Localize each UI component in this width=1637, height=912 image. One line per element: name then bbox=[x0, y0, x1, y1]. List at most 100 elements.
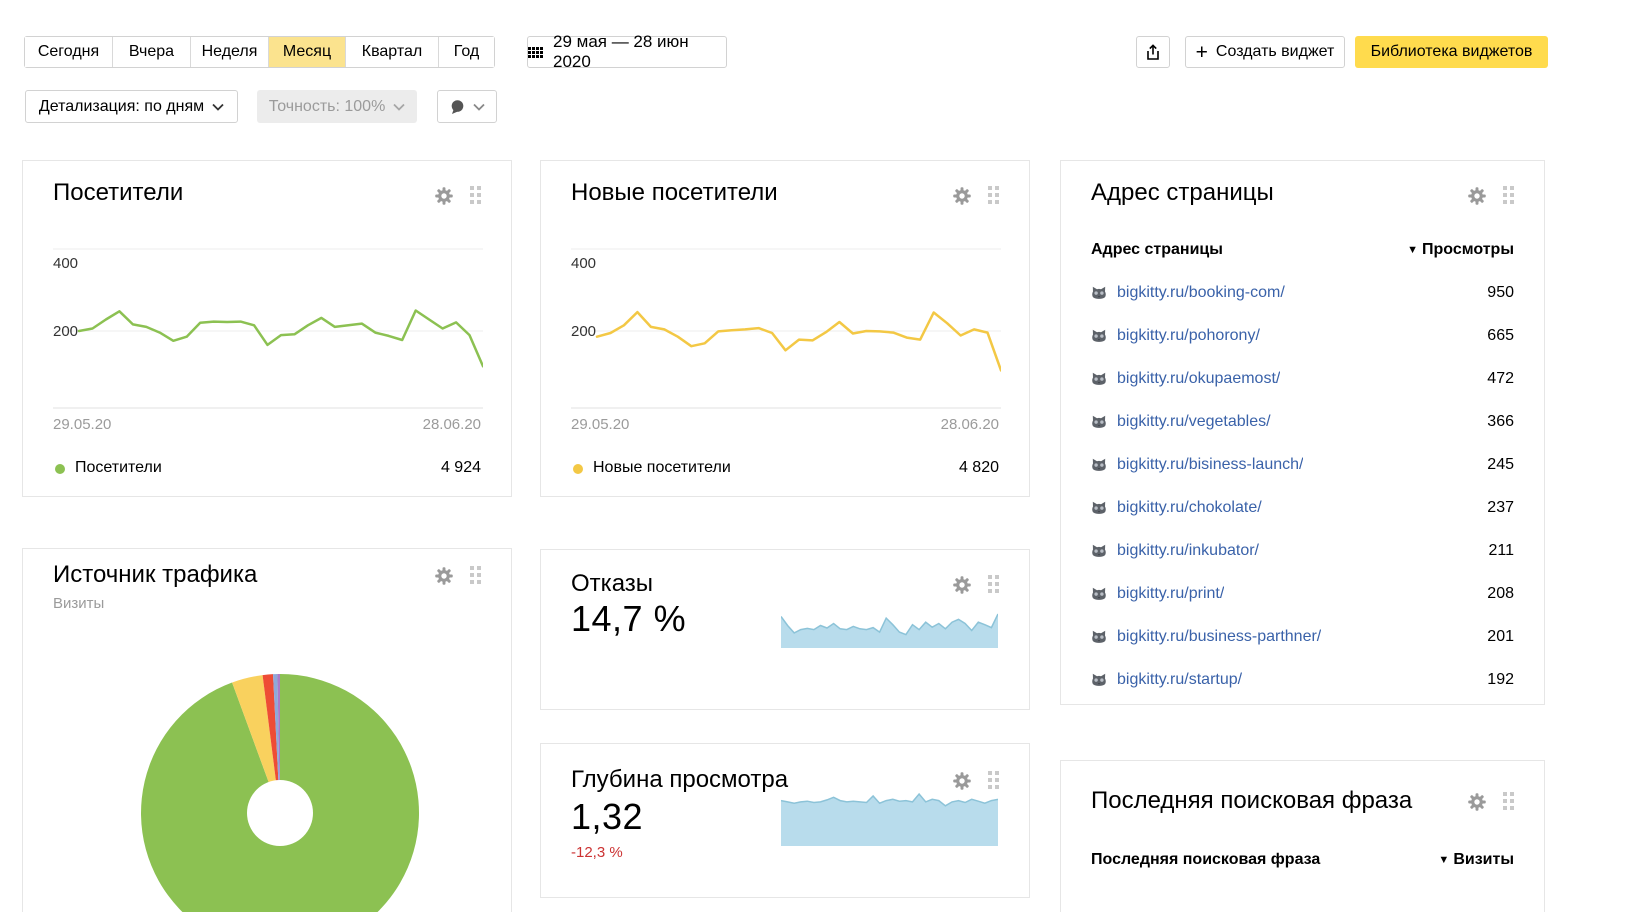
site-favicon-cat-icon bbox=[1092, 329, 1106, 342]
legend-dot bbox=[573, 464, 583, 474]
date-range-button[interactable]: 29 мая — 28 июн 2020 bbox=[527, 32, 727, 71]
page-url-link[interactable]: bigkitty.ru/chokolate/ bbox=[1117, 499, 1262, 516]
column-header-phrase[interactable]: Последняя поисковая фраза bbox=[1091, 851, 1321, 868]
site-favicon-cat-icon bbox=[1092, 415, 1106, 428]
period-tab-2[interactable]: Вчера bbox=[113, 37, 191, 67]
views-count: 237 bbox=[1487, 499, 1514, 516]
gear-icon[interactable] bbox=[953, 576, 971, 594]
period-tab-4[interactable]: Месяц bbox=[269, 37, 346, 67]
drag-handle-icon[interactable] bbox=[1503, 186, 1516, 206]
comment-bubble-icon bbox=[449, 99, 465, 115]
period-tab-1[interactable]: Сегодня bbox=[25, 37, 113, 67]
bounce-value: 14,7 % bbox=[571, 598, 687, 639]
table-row: bigkitty.ru/vegetables/366 bbox=[1091, 410, 1514, 434]
page-url-link[interactable]: bigkitty.ru/business-parthner/ bbox=[1117, 628, 1322, 645]
share-export-icon bbox=[1145, 43, 1161, 61]
comments-dropdown[interactable] bbox=[437, 90, 497, 123]
table-row: bigkitty.ru/inkubator/211 bbox=[1091, 539, 1514, 563]
plus-icon: + bbox=[1195, 40, 1208, 64]
table-row: bigkitty.ru/print/208 bbox=[1091, 582, 1514, 606]
table-row: bigkitty.ru/okupaemost/472 bbox=[1091, 367, 1514, 391]
page-url-link[interactable]: bigkitty.ru/pohorony/ bbox=[1117, 327, 1260, 344]
column-header-url[interactable]: Адрес страницы bbox=[1091, 241, 1223, 258]
gear-icon[interactable] bbox=[435, 567, 453, 585]
gear-icon[interactable] bbox=[435, 187, 453, 205]
sort-desc-icon: ▼ bbox=[1438, 854, 1450, 866]
table-row: bigkitty.ru/startup/192 bbox=[1091, 668, 1514, 692]
drag-handle-icon[interactable] bbox=[470, 566, 483, 586]
site-favicon-cat-icon bbox=[1092, 286, 1106, 299]
drag-handle-icon[interactable] bbox=[988, 771, 1001, 791]
views-count: 665 bbox=[1487, 327, 1514, 344]
widget-title: Адрес страницы bbox=[1091, 179, 1274, 206]
widget-title: Последняя поисковая фраза bbox=[1091, 787, 1413, 814]
widget-subtitle: Визиты bbox=[53, 595, 105, 612]
widget-title: Источник трафика bbox=[53, 561, 258, 588]
drag-handle-icon[interactable] bbox=[988, 575, 1001, 595]
widget-last-search: Последняя поисковая фраза Последняя поис… bbox=[1060, 760, 1545, 912]
y-axis-tick: 200 bbox=[571, 323, 597, 340]
widget-title: Отказы bbox=[571, 570, 654, 597]
gear-icon[interactable] bbox=[953, 187, 971, 205]
y-axis-tick: 400 bbox=[53, 255, 79, 272]
table-row: bigkitty.ru/pohorony/665 bbox=[1091, 324, 1514, 348]
legend-total: 4 820 bbox=[958, 459, 999, 476]
drag-handle-icon[interactable] bbox=[470, 186, 483, 206]
gear-icon[interactable] bbox=[1468, 187, 1486, 205]
y-axis-tick: 400 bbox=[571, 255, 597, 272]
site-favicon-cat-icon bbox=[1092, 544, 1106, 557]
x-axis-start-date: 29.05.20 bbox=[571, 416, 630, 433]
page-url-link[interactable]: bigkitty.ru/print/ bbox=[1117, 585, 1225, 602]
accuracy-dropdown: Точность: 100% bbox=[257, 90, 417, 123]
widget-bounce: Отказы 14,7 % bbox=[540, 549, 1030, 710]
views-count: 245 bbox=[1487, 456, 1514, 473]
widget-library-label: Библиотека виджетов bbox=[1370, 43, 1533, 60]
widget-title: Посетители bbox=[53, 179, 184, 206]
period-tab-5[interactable]: Квартал bbox=[346, 37, 439, 67]
views-count: 208 bbox=[1487, 585, 1514, 602]
column-header-views[interactable]: ▼ Просмотры bbox=[1407, 241, 1514, 258]
views-count: 201 bbox=[1487, 628, 1514, 645]
views-count: 211 bbox=[1488, 542, 1514, 559]
legend-dot bbox=[55, 464, 65, 474]
period-tab-3[interactable]: Неделя bbox=[191, 37, 269, 67]
views-count: 366 bbox=[1487, 413, 1514, 430]
gear-icon[interactable] bbox=[953, 772, 971, 790]
chevron-down-icon bbox=[393, 103, 405, 111]
widget-page-url: Адрес страницы Адрес страницы ▼ Просмотры… bbox=[1060, 160, 1545, 705]
period-tab-6[interactable]: Год bbox=[439, 37, 494, 67]
site-favicon-cat-icon bbox=[1092, 501, 1106, 514]
share-button[interactable] bbox=[1136, 36, 1170, 68]
table-row: bigkitty.ru/bisiness-launch/245 bbox=[1091, 453, 1514, 477]
chevron-down-icon bbox=[473, 103, 485, 111]
widget-traffic-source: Источник трафика Визиты bbox=[22, 548, 512, 912]
date-range-label: 29 мая — 28 июн 2020 bbox=[553, 32, 689, 71]
widget-library-button[interactable]: Библиотека виджетов bbox=[1355, 36, 1548, 68]
page-url-link[interactable]: bigkitty.ru/startup/ bbox=[1117, 671, 1243, 688]
depth-change: -12,3 % bbox=[571, 844, 623, 861]
detail-label: Детализация: по дням bbox=[38, 97, 205, 115]
page-url-link[interactable]: bigkitty.ru/inkubator/ bbox=[1117, 542, 1259, 559]
x-axis-start-date: 29.05.20 bbox=[53, 416, 112, 433]
column-header-visits[interactable]: ▼ Визиты bbox=[1438, 851, 1514, 868]
traffic-source-donut-chart[interactable] bbox=[140, 673, 420, 912]
accuracy-label: Точность: 100% bbox=[268, 97, 386, 115]
site-favicon-cat-icon bbox=[1092, 630, 1106, 643]
detail-dropdown[interactable]: Детализация: по дням bbox=[25, 90, 238, 123]
drag-handle-icon[interactable] bbox=[988, 186, 1001, 206]
gear-icon[interactable] bbox=[1468, 793, 1486, 811]
create-widget-button[interactable]: + Создать виджет bbox=[1185, 36, 1345, 68]
page-url-link[interactable]: bigkitty.ru/booking-com/ bbox=[1117, 284, 1285, 301]
drag-handle-icon[interactable] bbox=[1503, 792, 1516, 812]
site-favicon-cat-icon bbox=[1092, 673, 1106, 686]
visitors-line-chart bbox=[53, 248, 483, 409]
calendar-grid-icon bbox=[528, 46, 543, 58]
y-axis-tick: 200 bbox=[53, 323, 79, 340]
views-count: 950 bbox=[1487, 284, 1514, 301]
site-favicon-cat-icon bbox=[1092, 458, 1106, 471]
bounce-sparkline bbox=[781, 613, 998, 648]
page-url-link[interactable]: bigkitty.ru/okupaemost/ bbox=[1117, 370, 1281, 387]
page-url-link[interactable]: bigkitty.ru/bisiness-launch/ bbox=[1117, 456, 1304, 473]
page-url-link[interactable]: bigkitty.ru/vegetables/ bbox=[1117, 413, 1271, 430]
table-row: bigkitty.ru/chokolate/237 bbox=[1091, 496, 1514, 520]
